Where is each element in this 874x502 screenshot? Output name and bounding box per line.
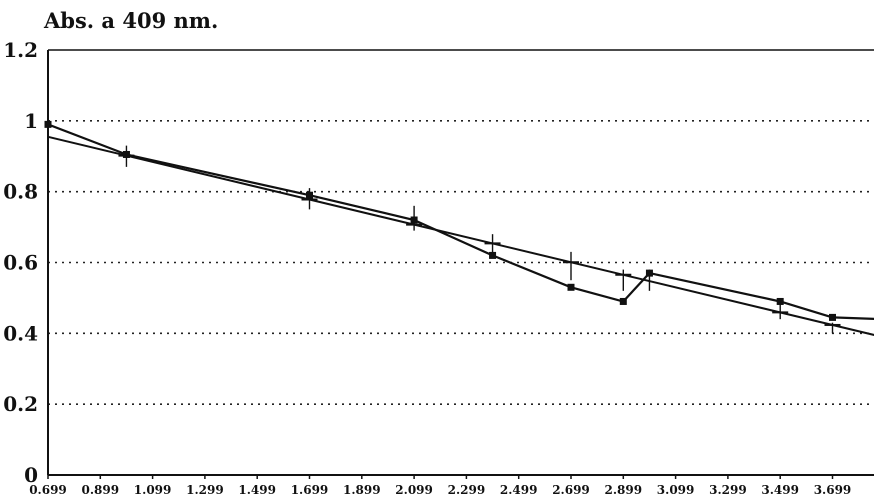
data-point xyxy=(829,313,836,321)
y-tick-label: 0.6 xyxy=(3,251,38,275)
y-tick-label: 0.4 xyxy=(3,321,38,345)
x-tick-label: 3.699 xyxy=(814,483,852,497)
x-tick-label: 3.099 xyxy=(657,483,695,497)
data-point xyxy=(306,191,313,199)
chart-title: Abs. a 409 nm. xyxy=(43,8,218,33)
x-tick-label: 2.899 xyxy=(605,483,643,497)
x-tick-label: 3.299 xyxy=(709,483,747,497)
y-tick-label: 0 xyxy=(24,463,38,487)
x-tick-label: 1.499 xyxy=(238,483,276,497)
fit-line xyxy=(47,135,874,336)
data-series-line xyxy=(47,123,833,319)
x-tick-label: 0.899 xyxy=(82,483,120,497)
x-tick-labels: 0.699 0.899 1.099 1.299 1.499 1.699 1.899 2.099… xyxy=(29,475,851,497)
data-point xyxy=(776,297,784,305)
data-point xyxy=(410,216,418,224)
grid-lines xyxy=(48,49,874,405)
data-point xyxy=(122,150,130,158)
x-tick-label: 1.899 xyxy=(343,483,381,497)
data-point xyxy=(44,120,52,128)
data-point xyxy=(645,269,653,277)
x-tick-label: 2.699 xyxy=(552,483,590,497)
data-point xyxy=(619,297,627,305)
data-point xyxy=(489,251,497,259)
x-tick-label: 1.699 xyxy=(291,483,329,497)
y-tick-labels: 0 0.2 0.4 0.6 0.8 1 1.2 xyxy=(3,38,38,487)
markers xyxy=(44,120,836,321)
series xyxy=(47,123,874,336)
y-tick-label: 0.8 xyxy=(3,180,38,204)
x-tick-label: 1.299 xyxy=(186,483,224,497)
x-tick-label: 2.099 xyxy=(395,483,433,497)
data-series-line xyxy=(832,316,874,321)
x-tick-label: 3.499 xyxy=(761,483,799,497)
axes xyxy=(47,50,874,476)
data-point xyxy=(567,283,575,291)
y-tick-label: 1 xyxy=(24,109,38,133)
y-tick-label: 1.2 xyxy=(3,38,38,62)
y-tick-label: 0.2 xyxy=(3,392,38,416)
x-tick-label: 0.699 xyxy=(29,483,67,497)
x-tick-label: 2.299 xyxy=(448,483,486,497)
x-tick-label: 2.499 xyxy=(500,483,538,497)
x-tick-label: 1.099 xyxy=(134,483,172,497)
